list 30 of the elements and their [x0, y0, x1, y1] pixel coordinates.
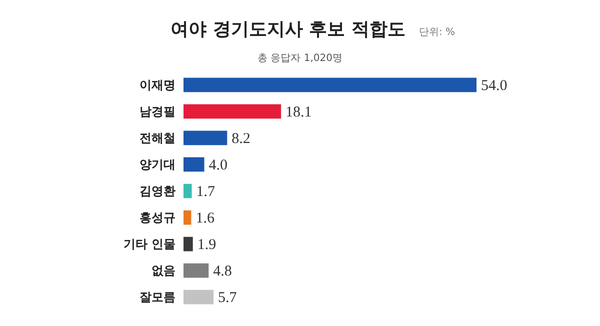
data-label: 8.2 — [232, 130, 250, 147]
bar — [182, 209, 192, 226]
bar — [182, 182, 193, 200]
text: 단위: % — [419, 27, 456, 38]
bar — [182, 236, 194, 252]
y-tick-label: 김영환 — [140, 184, 176, 198]
bar — [182, 262, 210, 279]
bar — [182, 130, 228, 146]
chart-subtitle: 총 응답자 1,020명 — [258, 53, 342, 64]
data-label: 5.7 — [218, 290, 238, 306]
data-label: 18.1 — [286, 104, 312, 120]
y-tick-label: 이재명 — [140, 78, 176, 92]
y-tick-label: 양기대 — [140, 157, 176, 172]
data-label: 4.8 — [213, 264, 232, 280]
bar — [182, 288, 215, 306]
y-tick-label: 홍성규 — [140, 210, 176, 225]
y-tick-label: 없음 — [152, 264, 176, 278]
data-label: 1.9 — [197, 237, 216, 254]
data-label: 1.6 — [196, 210, 215, 227]
bar — [182, 103, 282, 120]
bar — [182, 76, 478, 94]
y-tick-label: 잘모름 — [140, 290, 176, 304]
y-tick-label: 기타 인물 — [123, 237, 176, 252]
data-label: 1.7 — [196, 184, 216, 200]
y-tick-label: 전해철 — [140, 130, 176, 145]
data-label: 54.0 — [481, 78, 508, 94]
chart-title: 여야 경기도지사 후보 적합도 — [170, 19, 406, 40]
y-tick-label: 남경필 — [140, 104, 176, 118]
bar — [182, 156, 206, 173]
data-label: 4.0 — [208, 157, 228, 174]
